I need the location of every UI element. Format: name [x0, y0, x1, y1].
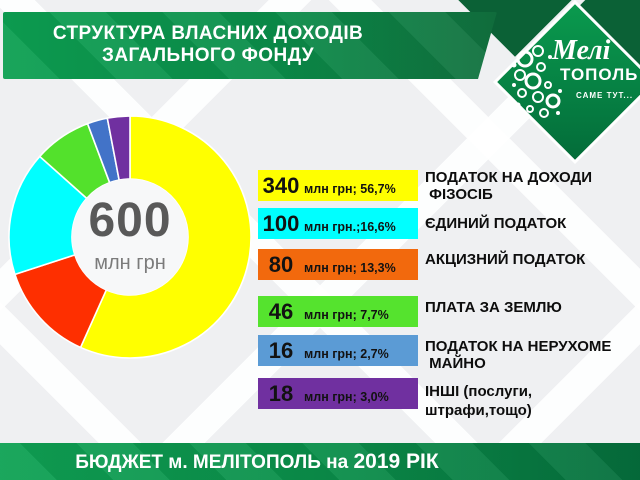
legend-value-suffix: млн грн; 56,7% [304, 182, 396, 196]
melitopol-logo: Мелі ТОПОЛЬ САМЕ ТУТ... [497, 4, 640, 160]
legend-value-suffix: млн грн; 13,3% [304, 261, 396, 275]
legend-value-suffix: млн грн; 7,7% [304, 308, 389, 322]
donut-total-unit: млн грн [94, 252, 166, 274]
legend-value-suffix: млн грн; 3,0% [304, 390, 389, 404]
legend-value: 18 [268, 381, 294, 406]
legend-value-chip-other: 18 млн грн; 3,0% [258, 378, 418, 409]
logo-word-topol: ТОПОЛЬ [560, 65, 639, 84]
legend-value-chip-excise: 80 млн грн; 13,3% [258, 249, 418, 280]
legend-value: 46 [268, 299, 294, 324]
legend-value-suffix: млн грн.;16,6% [304, 220, 396, 234]
legend-value-chip-single-tax: 100 млн грн.;16,6% [258, 208, 418, 239]
melitopol-logo-content: Мелі ТОПОЛЬ САМЕ ТУТ... [500, 7, 640, 157]
legend-category-other: ІНШІ (послуги, штрафи,тощо) [425, 383, 533, 419]
legend-category-land: ПЛАТА ЗА ЗЕМЛЮ [425, 299, 562, 316]
footer-title-year: 2019 РІК [353, 450, 439, 473]
donut-chart [8, 115, 252, 359]
legend-category-excise: АКЦИЗНИЙ ПОДАТОК [425, 251, 586, 268]
flower-ornament-icon [511, 45, 562, 119]
legend-category-pdfo: ПОДАТОК НА ДОХОДИ ФІЗОСІБ [425, 169, 592, 203]
title-banner: СТРУКТУРА ВЛАСНИХ ДОХОДІВ ЗАГАЛЬНОГО ФОН… [3, 12, 497, 79]
legend-value-suffix: млн грн; 2,7% [304, 347, 389, 361]
footer-title-prefix: БЮДЖЕТ м. МЕЛІТОПОЛЬ на [75, 452, 349, 473]
footer-title: БЮДЖЕТ м. МЕЛІТОПОЛЬ на 2019 РІК [0, 450, 514, 474]
legend-value-chip-land: 46 млн грн; 7,7% [258, 296, 418, 327]
donut-total-value: 600 [88, 194, 172, 247]
donut-hole [72, 179, 188, 295]
legend-value: 80 [268, 252, 294, 277]
page-title: СТРУКТУРА ВЛАСНИХ ДОХОДІВ ЗАГАЛЬНОГО ФОН… [3, 12, 497, 67]
footer-banner: БЮДЖЕТ м. МЕЛІТОПОЛЬ на 2019 РІК [0, 443, 640, 480]
legend-value-chip-pdfo: 340 млн грн; 56,7% [258, 170, 418, 201]
donut-center-label: 600 млн грн [40, 194, 220, 275]
legend-value: 16 [268, 338, 294, 363]
legend-category-single-tax: ЄДИНИЙ ПОДАТОК [425, 215, 567, 232]
page-title-line1: СТРУКТУРА ВЛАСНИХ ДОХОДІВ [52, 23, 364, 44]
page-title-line2: ЗАГАЛЬНОГО ФОНДУ [102, 45, 314, 66]
logo-tagline: САМЕ ТУТ... [576, 91, 634, 100]
logo-word-meli: Мелі [552, 35, 611, 66]
legend-category-property: ПОДАТОК НА НЕРУХОМЕ МАЙНО [425, 338, 612, 372]
legend-value: 100 [262, 211, 300, 236]
legend-value: 340 [262, 173, 300, 198]
legend-value-chip-property: 16 млн грн; 2,7% [258, 335, 418, 366]
